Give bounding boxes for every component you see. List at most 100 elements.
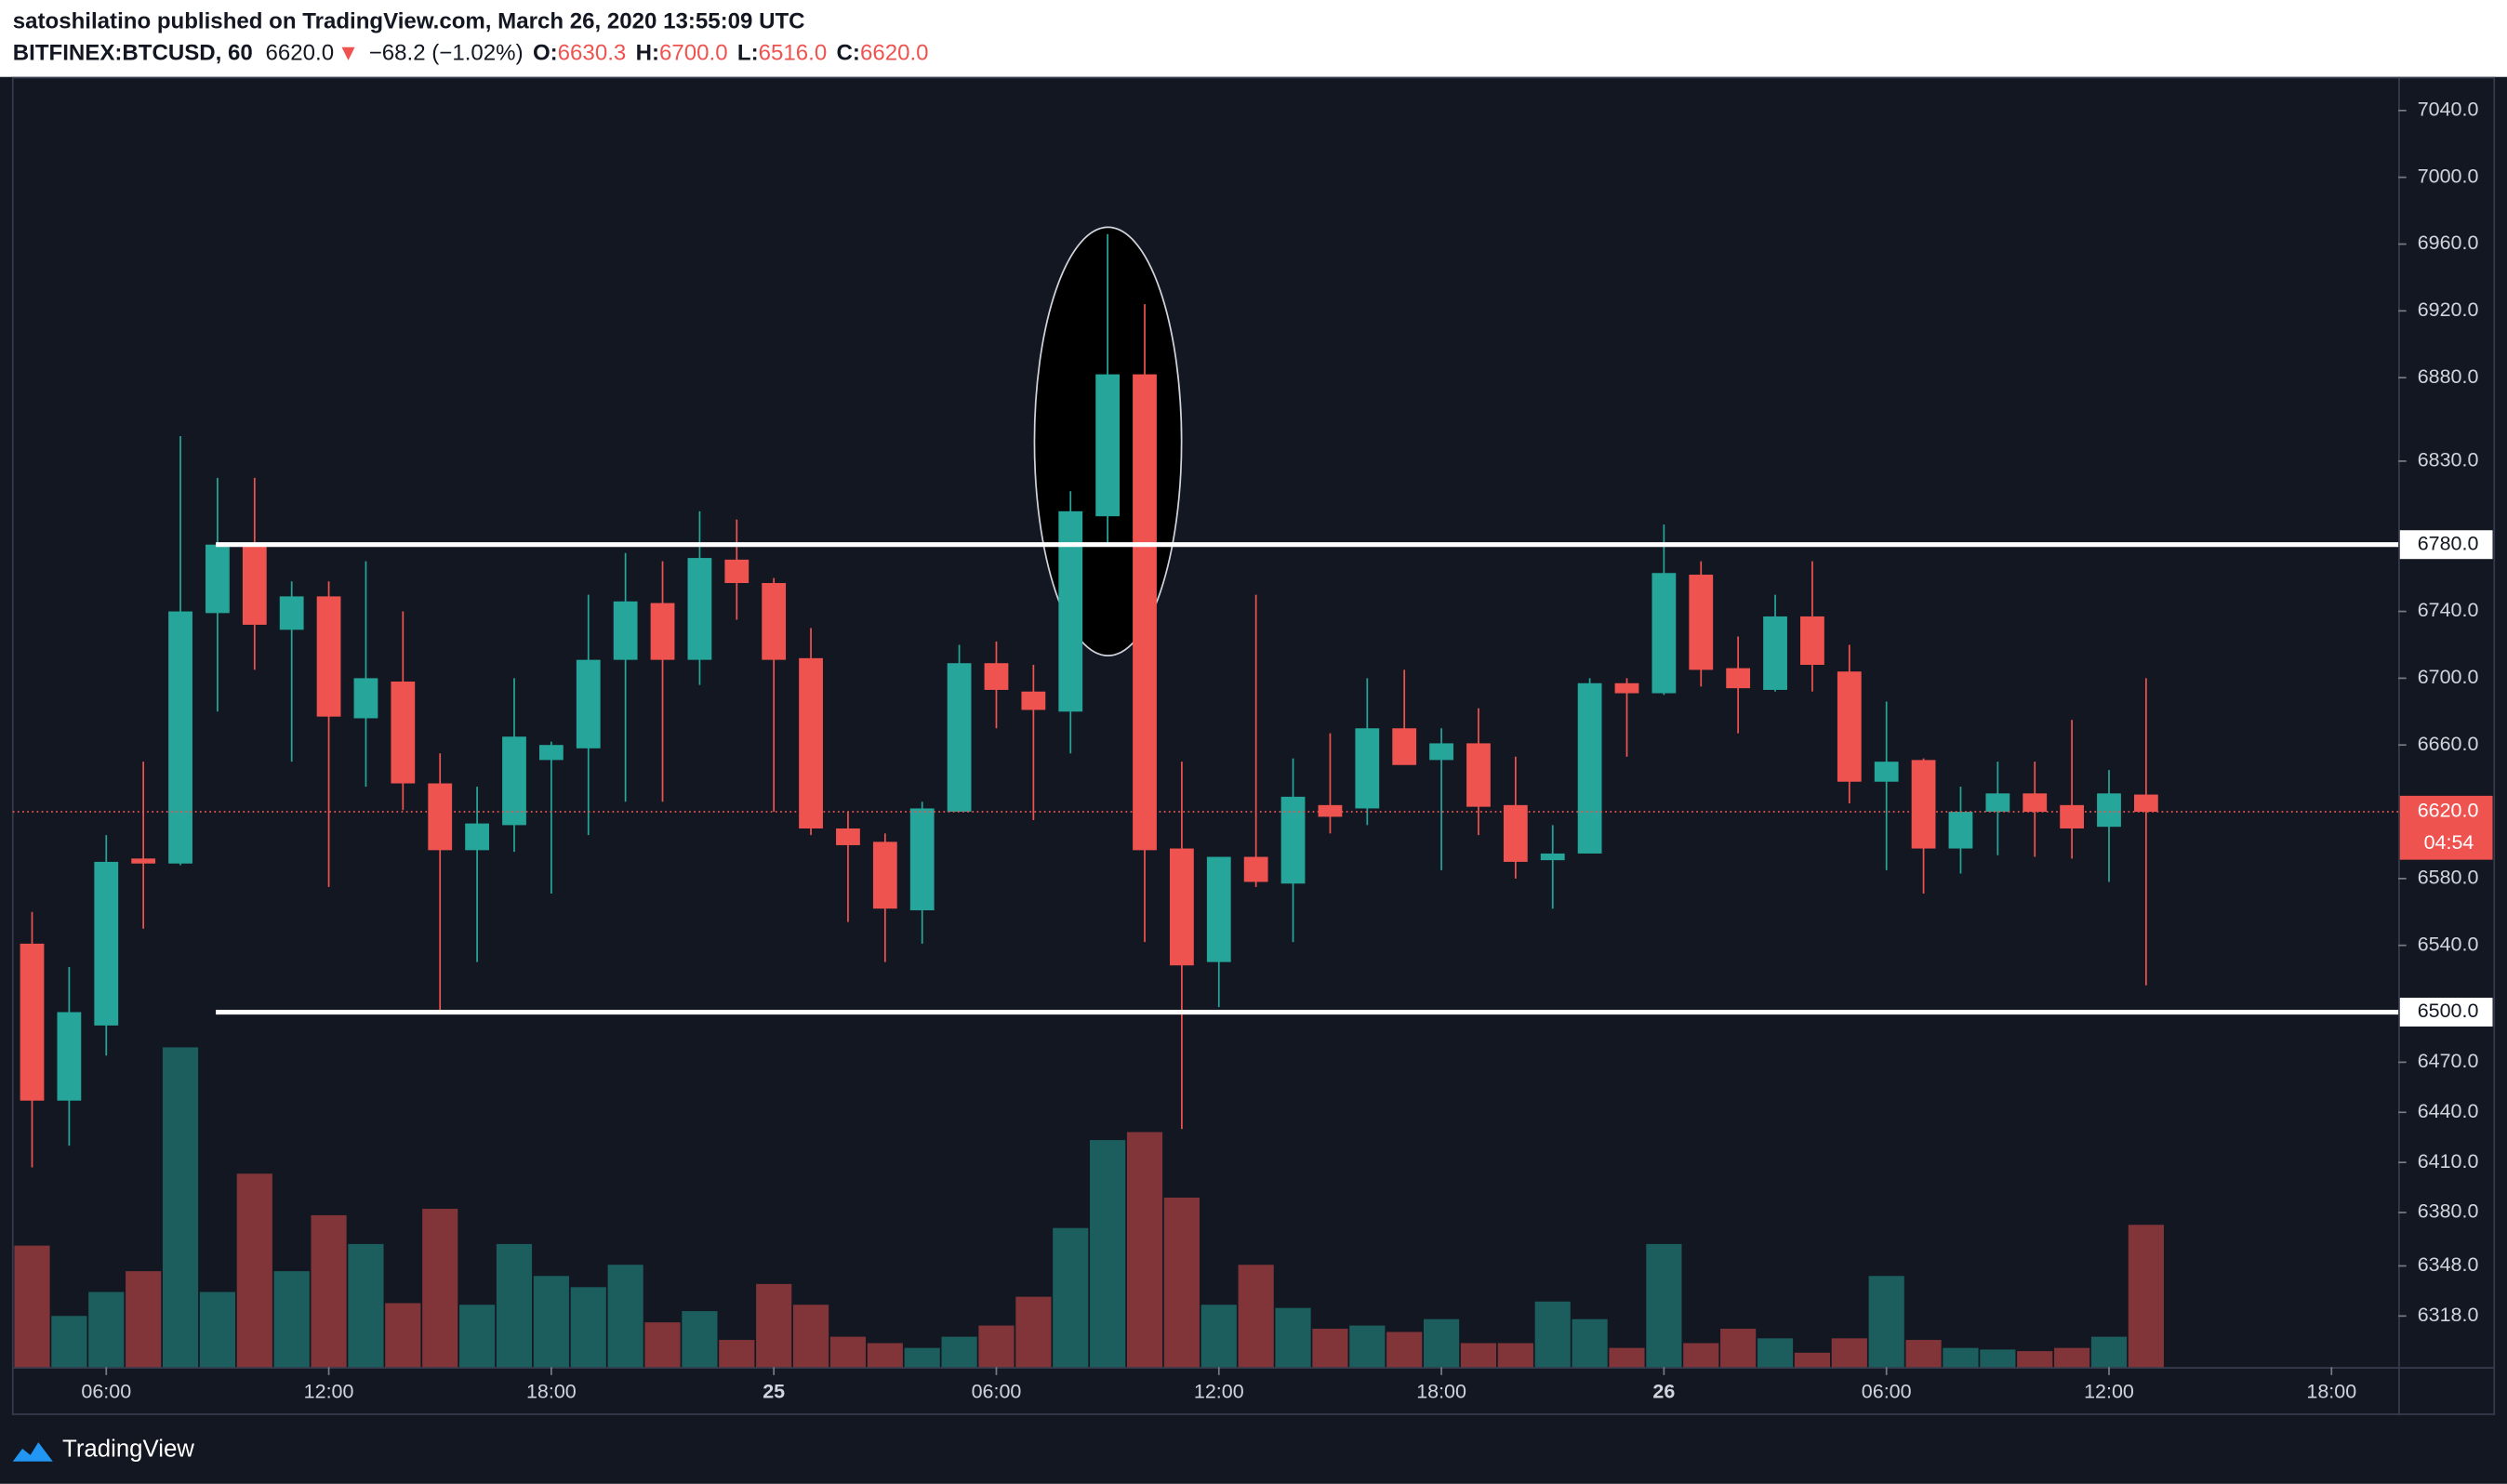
candle-body xyxy=(687,558,712,660)
volume-bar xyxy=(1349,1325,1386,1368)
hline-label-box xyxy=(2399,530,2493,560)
volume-bar xyxy=(1980,1349,2016,1368)
volume-bar xyxy=(1386,1332,1423,1368)
volume-bar xyxy=(199,1292,235,1368)
volume-bar xyxy=(2128,1225,2164,1368)
volume-bar xyxy=(1683,1343,1719,1368)
volume-bar xyxy=(1053,1227,1089,1368)
volume-bar xyxy=(2017,1351,2053,1368)
candle-body xyxy=(872,841,897,909)
open-key: O: xyxy=(533,41,558,66)
volume-bar xyxy=(1868,1276,1904,1368)
volume-bar xyxy=(1943,1347,1979,1368)
candle-body xyxy=(1614,682,1639,694)
volume-bar xyxy=(1572,1318,1608,1368)
frame xyxy=(11,76,2496,1415)
volume-bar xyxy=(1794,1352,1830,1368)
volume-bar xyxy=(1757,1338,1794,1368)
candle-body xyxy=(650,603,675,660)
volume-bar xyxy=(88,1292,125,1368)
y-tick-label: 6348.0 xyxy=(2418,1253,2479,1276)
hline-label: 6780.0 xyxy=(2418,532,2479,554)
candle-body xyxy=(724,559,749,584)
volume-bar xyxy=(2090,1336,2128,1368)
candle-body xyxy=(242,544,267,625)
volume-bar xyxy=(1534,1301,1571,1368)
volume-bar xyxy=(1460,1343,1497,1368)
volume-bar xyxy=(829,1336,867,1368)
candle-body xyxy=(1095,374,1121,517)
candle-body xyxy=(168,611,192,864)
candle-body xyxy=(576,659,601,749)
x-tick-label: 06:00 xyxy=(1862,1380,1912,1402)
y-tick-label: 6960.0 xyxy=(2418,232,2479,254)
candle-body xyxy=(1318,804,1343,817)
candle-body xyxy=(2097,793,2121,828)
candle-body xyxy=(1021,691,1046,710)
volume-bar xyxy=(1126,1132,1163,1368)
candle-body xyxy=(1243,856,1268,882)
volume-bar xyxy=(570,1287,606,1368)
candle-body xyxy=(391,681,416,784)
y-tick-label: 6920.0 xyxy=(2418,298,2479,321)
candle-body xyxy=(1169,848,1194,966)
candle-body xyxy=(1911,760,1936,849)
candle-body xyxy=(206,544,230,614)
candle-body xyxy=(1874,762,1899,782)
countdown-label: 04:54 xyxy=(2424,831,2474,854)
candle-body xyxy=(1206,856,1231,962)
header-bg xyxy=(0,0,2507,77)
volume-bar xyxy=(162,1047,199,1368)
y-tick-label: 6580.0 xyxy=(2418,867,2479,889)
candle-body xyxy=(1392,728,1417,765)
candle-body xyxy=(2023,793,2048,813)
candle-body xyxy=(1763,616,1787,690)
y-tick-label: 6318.0 xyxy=(2418,1304,2479,1326)
volume-bar xyxy=(422,1209,458,1368)
volume-bar xyxy=(126,1271,162,1368)
x-tick-label: 06:00 xyxy=(972,1380,1022,1402)
volume-bar xyxy=(1720,1329,1757,1368)
x-tick-label: 25 xyxy=(763,1380,785,1402)
volume-bar xyxy=(51,1316,87,1368)
candle-body xyxy=(1689,575,1714,670)
y-tick-label: 6880.0 xyxy=(2418,365,2479,388)
candle-body xyxy=(1577,682,1602,854)
y-tick-label: 6410.0 xyxy=(2418,1150,2479,1173)
high-key: H: xyxy=(636,41,659,66)
last: 6620.0 xyxy=(266,41,335,66)
candle-body xyxy=(1355,728,1380,809)
volume-bar xyxy=(496,1243,533,1368)
volume-bar xyxy=(904,1347,940,1368)
logo-icon xyxy=(12,1442,53,1462)
candle-body xyxy=(1837,671,1862,782)
candle-body xyxy=(1429,743,1453,761)
volume-bar xyxy=(1200,1305,1237,1368)
x-tick-label: 18:00 xyxy=(526,1380,577,1402)
y-tick-label: 7000.0 xyxy=(2418,165,2479,187)
close: 6620.0 xyxy=(860,41,929,66)
x-tick-label: 18:00 xyxy=(2306,1380,2356,1402)
candle-body xyxy=(1280,796,1306,884)
candle-body xyxy=(1466,743,1491,807)
y-tick-label: 6740.0 xyxy=(2418,599,2479,621)
volume-bar xyxy=(1609,1347,1645,1368)
close-key: C: xyxy=(837,41,860,66)
candle-body xyxy=(1503,804,1528,862)
volume-bar xyxy=(236,1173,272,1368)
candle-body xyxy=(1651,573,1677,694)
y-tick-label: 7040.0 xyxy=(2418,99,2479,121)
volume-bar xyxy=(607,1265,643,1368)
volume-bar xyxy=(273,1271,310,1368)
volume-bar xyxy=(1312,1329,1348,1368)
volume-bar xyxy=(14,1245,50,1368)
volume-bar xyxy=(1905,1340,1942,1368)
volume-bar xyxy=(459,1305,496,1368)
x-tick-label: 18:00 xyxy=(1416,1380,1466,1402)
volume-bar xyxy=(1015,1296,1052,1368)
candle-body xyxy=(465,823,489,851)
price-layer xyxy=(12,233,2399,1168)
legend-line: BITFINEX:BTCUSD, 60 6620.0 ▼ −68.2 (−1.02%)… xyxy=(13,41,929,66)
brand: TradingView xyxy=(62,1437,194,1463)
y-tick-label: 6660.0 xyxy=(2418,733,2479,755)
